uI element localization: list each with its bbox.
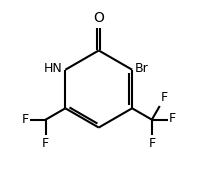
- Text: HN: HN: [44, 62, 63, 75]
- Text: F: F: [160, 91, 167, 104]
- Text: F: F: [148, 137, 155, 150]
- Text: O: O: [93, 11, 104, 25]
- Text: F: F: [21, 113, 28, 126]
- Text: Br: Br: [135, 62, 149, 75]
- Text: F: F: [169, 112, 176, 125]
- Text: F: F: [42, 137, 49, 150]
